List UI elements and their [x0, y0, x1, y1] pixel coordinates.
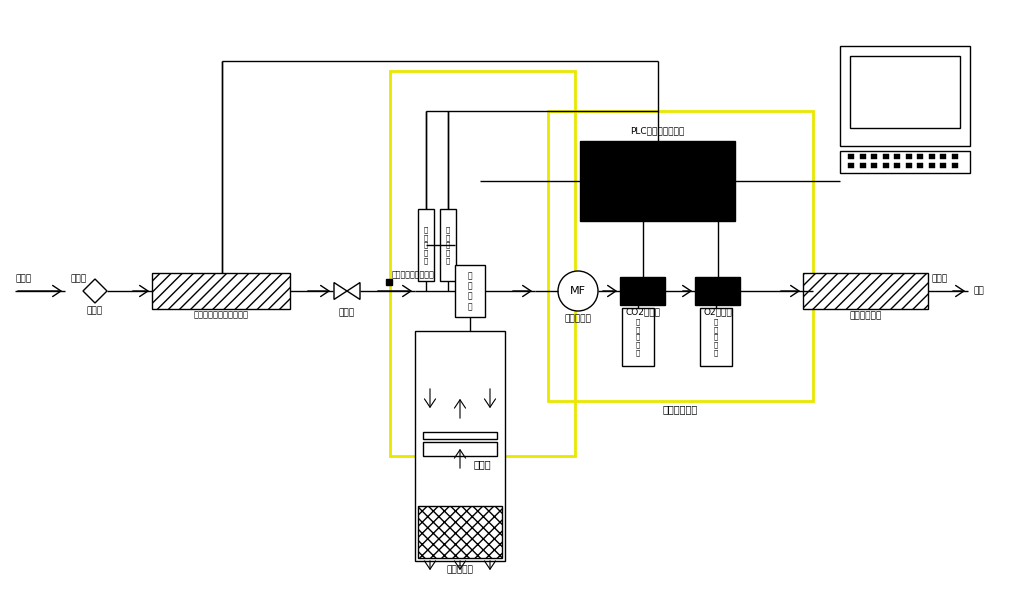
- Bar: [840, 46, 970, 146]
- Bar: [803, 273, 928, 309]
- Bar: [882, 154, 888, 159]
- Text: O2传感器: O2传感器: [703, 307, 732, 316]
- Bar: [871, 154, 877, 159]
- Text: 压
力
传
感
器: 压 力 传 感 器: [446, 227, 450, 263]
- Text: 液
伴
袋
置: 液 伴 袋 置: [468, 271, 473, 311]
- Text: 气体检测系统: 气体检测系统: [663, 404, 698, 414]
- Text: 进气口: 进气口: [70, 274, 86, 283]
- Bar: [848, 154, 854, 159]
- Bar: [952, 154, 958, 159]
- Bar: [418, 209, 434, 281]
- Polygon shape: [83, 279, 107, 303]
- Bar: [695, 277, 740, 305]
- Bar: [848, 163, 854, 168]
- Bar: [455, 265, 485, 317]
- Bar: [871, 163, 877, 168]
- Text: CO2传感器: CO2传感器: [625, 307, 660, 316]
- Polygon shape: [334, 282, 347, 299]
- Text: 湿控室内湿度检测口: 湿控室内湿度检测口: [392, 270, 435, 279]
- Bar: [622, 308, 654, 366]
- Bar: [548, 111, 813, 401]
- Text: 湿
度
传
感
器: 湿 度 传 感 器: [714, 318, 718, 356]
- Text: 湿
度
传
感
器: 湿 度 传 感 器: [424, 227, 428, 263]
- Bar: [840, 151, 970, 173]
- Bar: [940, 154, 946, 159]
- Text: 大气: 大气: [973, 287, 984, 296]
- Text: PLC控制及计算系统: PLC控制及计算系统: [630, 126, 685, 135]
- Bar: [390, 71, 575, 456]
- Circle shape: [558, 271, 598, 311]
- Bar: [152, 273, 290, 309]
- Bar: [894, 154, 900, 159]
- Bar: [894, 163, 900, 168]
- Text: MF: MF: [570, 286, 586, 296]
- Polygon shape: [347, 282, 360, 299]
- Bar: [415, 331, 505, 561]
- Text: 排气处理装置: 排气处理装置: [849, 312, 881, 321]
- Bar: [882, 163, 888, 168]
- Text: 过滤器: 过滤器: [87, 307, 103, 315]
- Bar: [928, 163, 934, 168]
- Bar: [906, 163, 912, 168]
- Text: 排气口: 排气口: [932, 274, 949, 283]
- Text: 液控室: 液控室: [474, 459, 491, 469]
- Text: 压
力
传
感
器: 压 力 传 感 器: [636, 318, 640, 356]
- Bar: [620, 277, 665, 305]
- Bar: [418, 506, 502, 558]
- Bar: [423, 432, 497, 439]
- Bar: [940, 163, 946, 168]
- Bar: [440, 209, 456, 281]
- Bar: [917, 163, 923, 168]
- Text: 空压机: 空压机: [15, 274, 31, 283]
- Bar: [860, 154, 866, 159]
- Bar: [580, 141, 735, 221]
- Bar: [386, 279, 392, 285]
- Text: 样品检测池: 样品检测池: [446, 566, 474, 574]
- Bar: [860, 163, 866, 168]
- Bar: [952, 163, 958, 168]
- Bar: [917, 154, 923, 159]
- Text: 液量阀: 液量阀: [339, 309, 355, 318]
- Bar: [928, 154, 934, 159]
- Text: 质量流量计: 质量流量计: [565, 315, 591, 323]
- Bar: [906, 154, 912, 159]
- Bar: [850, 56, 960, 128]
- Text: 进气流量检测及加湿系统: 进气流量检测及加湿系统: [194, 310, 248, 320]
- Bar: [700, 308, 732, 366]
- Bar: [423, 442, 497, 456]
